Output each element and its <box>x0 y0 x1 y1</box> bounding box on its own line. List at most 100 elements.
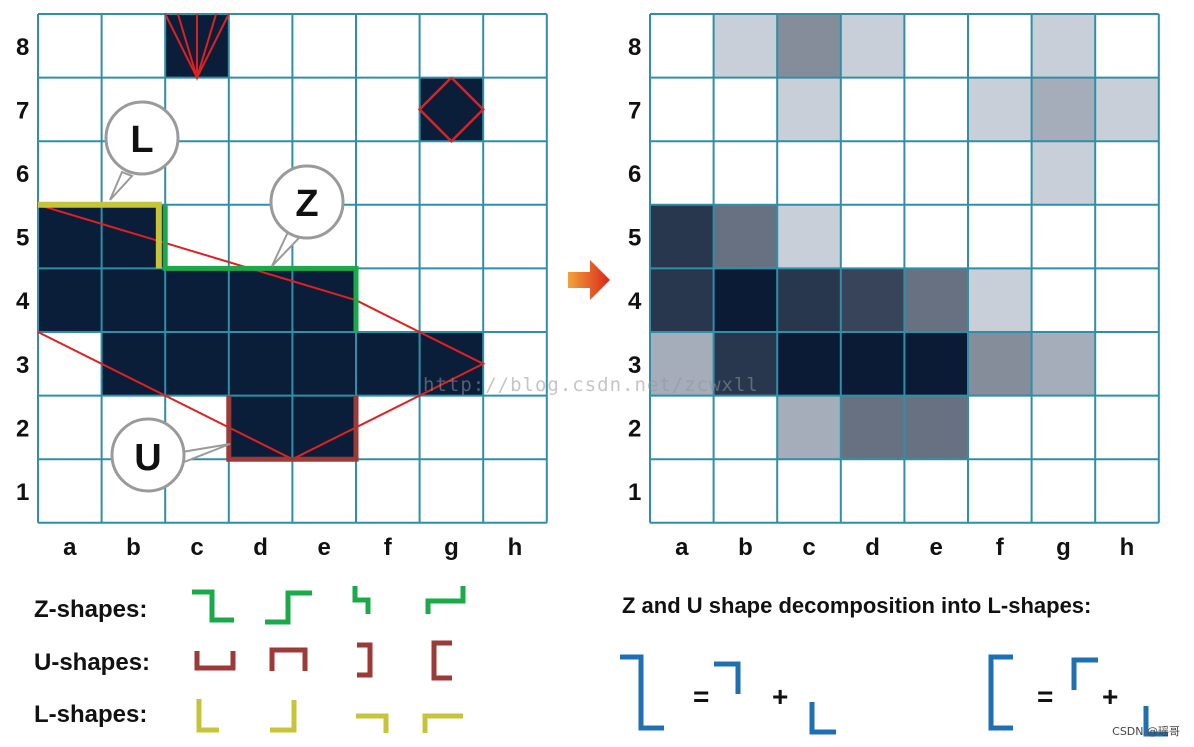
l-shapes-label: L-shapes: <box>34 701 147 728</box>
grid-cell-a5 <box>650 204 714 269</box>
u-shape-glyph <box>357 642 373 678</box>
grid-cell-c8 <box>777 14 841 78</box>
grid-cell-b3 <box>713 332 778 396</box>
row-label: 7 <box>16 97 29 124</box>
shape-edge-line <box>37 203 357 302</box>
grid-cell-g6 <box>1031 141 1096 205</box>
z-shape-glyph <box>265 590 312 625</box>
z-callout-letter: Z <box>295 183 318 225</box>
equals-sign-2: = <box>1037 681 1053 712</box>
row-label: 6 <box>628 161 641 188</box>
u-callout-letter: U <box>134 437 161 479</box>
grid-cell-e2 <box>904 395 968 460</box>
row-label: 3 <box>16 352 29 379</box>
col-label: d <box>865 534 880 561</box>
z-shape-glyph <box>425 586 466 614</box>
plus-sign-1: + <box>772 681 788 712</box>
l-shape-glyph <box>809 702 836 735</box>
grid-cell-c3 <box>777 332 841 396</box>
col-label: h <box>508 534 523 561</box>
z-callout-bubble: Z <box>269 164 345 267</box>
shape-edge-line <box>417 76 485 143</box>
grid-cell-d2 <box>228 395 293 460</box>
col-label: f <box>384 534 393 561</box>
grid-cell-b5 <box>713 204 778 269</box>
u-shape-glyph <box>431 640 452 681</box>
col-label: d <box>253 534 268 561</box>
l-shape-glyph <box>356 713 389 733</box>
grid-cell-d3 <box>840 332 905 396</box>
grid-cell-c2 <box>777 395 841 460</box>
grid-cell-e2 <box>292 395 356 460</box>
row-label: 5 <box>16 225 29 252</box>
row-label: 1 <box>628 479 641 506</box>
l-shape-glyph <box>1143 706 1168 737</box>
grid-cell-g3 <box>1031 332 1096 396</box>
grid-cell-c7 <box>777 77 841 142</box>
shape-edge-line <box>37 299 486 461</box>
grid-cell-b3 <box>101 332 166 396</box>
l-shape-glyph <box>270 700 297 733</box>
grid-cell-g3 <box>419 332 484 396</box>
left-shape-overlay <box>37 13 486 462</box>
row-label: 8 <box>628 34 641 61</box>
u-shape-outline <box>226 395 359 462</box>
grid-cell-b8 <box>713 14 778 78</box>
grid-cell-e3 <box>292 332 356 396</box>
decomposition-glyphs <box>620 654 1168 737</box>
col-label: e <box>930 534 943 561</box>
u-callout-bubble: U <box>110 417 231 493</box>
left-grid: 8 7 6 5 4 3 2 1 a b c d e f g h <box>16 13 548 561</box>
z-shape-glyph <box>620 654 664 731</box>
grid-cell-d4 <box>840 268 905 332</box>
grid-cell-g7 <box>419 77 484 142</box>
grid-cell-d2 <box>840 395 905 460</box>
grid-cell-f3 <box>356 332 420 396</box>
z-shapes-label: Z-shapes: <box>34 596 147 623</box>
grid-cell-b4 <box>101 268 166 332</box>
row-label: 8 <box>16 34 29 61</box>
col-label: c <box>802 534 815 561</box>
z-shape-outline <box>162 204 359 332</box>
transform-arrow-icon <box>568 260 610 300</box>
watermark: http://blog.csdn.net/zcwxll <box>423 374 759 396</box>
row-label: 6 <box>16 161 29 188</box>
l-shape-glyph <box>714 661 741 694</box>
grid-cell-e3 <box>904 332 968 396</box>
footer-mark: CSDN @瑶哥 <box>1112 725 1180 738</box>
l-shape-glyph <box>196 699 219 733</box>
grid-cell-d3 <box>228 332 293 396</box>
grid-cell-g8 <box>1031 14 1096 78</box>
u-shape-glyph <box>988 654 1013 731</box>
l-shape-glyph <box>422 713 463 733</box>
plus-sign-2: + <box>1102 681 1118 712</box>
grid-cell-f4 <box>968 268 1032 332</box>
col-label: c <box>190 534 203 561</box>
l-callout-bubble: L <box>104 100 180 201</box>
grid-cell-h7 <box>1095 77 1159 142</box>
grid-cell-f7 <box>968 77 1032 142</box>
row-label: 2 <box>16 415 29 442</box>
u-shape-glyphs <box>194 640 452 681</box>
col-label: b <box>738 534 753 561</box>
grid-cell-d8 <box>840 14 905 78</box>
grid-cell-a3 <box>650 332 714 396</box>
col-label: g <box>1056 534 1071 561</box>
grid-cell-d4 <box>228 268 293 332</box>
col-label: f <box>996 534 1005 561</box>
z-shape-glyph <box>192 589 234 623</box>
grid-cell-b5 <box>101 204 166 269</box>
col-label: h <box>1120 534 1135 561</box>
u-shape-glyph <box>269 647 308 671</box>
col-label: a <box>63 534 77 561</box>
row-label: 5 <box>628 225 641 252</box>
row-label: 4 <box>16 288 30 315</box>
grid-cell-a4 <box>650 268 714 332</box>
z-shape-glyphs <box>192 586 466 625</box>
grid-cell-g7 <box>1031 77 1096 142</box>
grid-cell-a5 <box>38 204 102 269</box>
row-label: 7 <box>628 97 641 124</box>
equals-sign-1: = <box>693 681 709 712</box>
row-label: 1 <box>16 479 29 506</box>
